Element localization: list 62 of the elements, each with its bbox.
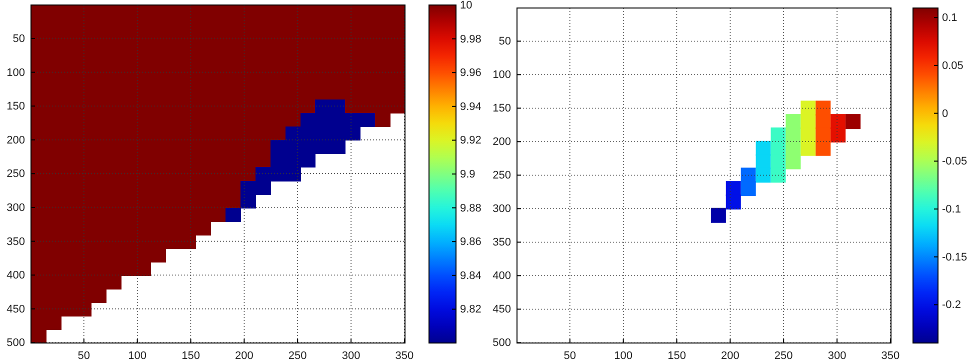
x-tick-label: 350 <box>395 350 414 362</box>
x-tick-label: 350 <box>881 350 900 362</box>
y-tick-label: 300 <box>6 202 25 214</box>
y-tick-label: 100 <box>492 69 511 82</box>
color-bar-label: 9.94 <box>460 100 482 113</box>
y-tick-label: 350 <box>492 236 511 249</box>
y-tick-label: 100 <box>6 66 25 79</box>
point <box>710 208 726 223</box>
point <box>770 168 786 183</box>
point <box>800 140 816 156</box>
color-bar-label: -0.2 <box>942 299 961 312</box>
y-tick-label: 250 <box>492 170 511 182</box>
y-tick-label: 400 <box>492 270 511 282</box>
color-bar-label: 9.88 <box>460 202 482 214</box>
point <box>726 194 741 210</box>
y-tick-label: 200 <box>6 134 25 146</box>
point <box>786 114 801 130</box>
x-tick-label: 50 <box>564 350 576 362</box>
y-tick-label: 50 <box>498 36 511 48</box>
x-tick-label: 300 <box>342 350 360 362</box>
y-tick-label: 500 <box>6 337 25 350</box>
color-bar-label: 9.9 <box>460 168 476 181</box>
color-bar-label: -0.05 <box>942 156 968 168</box>
x-tick-label: 150 <box>668 350 686 362</box>
point <box>756 168 771 183</box>
y-tick-label: 50 <box>12 32 25 45</box>
x-tick-label: 150 <box>182 350 200 362</box>
y-tick-label: 300 <box>492 203 511 216</box>
point <box>816 140 831 156</box>
color-bar-label: 9.82 <box>460 304 482 316</box>
y-tick-label: 250 <box>6 168 25 180</box>
color-bar-label: 0.05 <box>942 60 964 72</box>
color-bar-label: -0.15 <box>942 251 968 264</box>
y-tick-label: 150 <box>6 100 25 113</box>
x-tick-label: 100 <box>128 350 147 362</box>
point <box>740 181 756 196</box>
y-tick-label: 350 <box>6 236 25 248</box>
y-tick-label: 450 <box>492 304 511 316</box>
color-bar-label: 9.86 <box>460 236 482 248</box>
color-bar-label: 9.84 <box>460 270 482 282</box>
point <box>786 154 801 170</box>
color-bar-label: 9.92 <box>460 134 482 147</box>
y-tick-label: 500 <box>492 337 511 350</box>
x-tick-label: 250 <box>774 350 793 362</box>
y-tick-label: 450 <box>6 303 25 316</box>
color-bar-label: 9.96 <box>460 67 482 80</box>
y-tick-label: 150 <box>492 102 511 115</box>
color-bar-label: -0.1 <box>942 204 961 216</box>
color-bar-label: 10 <box>460 0 472 12</box>
color-bar-label: 0 <box>942 108 948 120</box>
x-tick-label: 300 <box>828 350 846 362</box>
x-tick-label: 200 <box>235 350 254 362</box>
color-bar-label: 0.1 <box>942 12 958 24</box>
y-tick-label: 400 <box>6 270 25 282</box>
point <box>830 127 846 142</box>
color-bar-label: 9.98 <box>460 33 482 46</box>
x-tick-label: 50 <box>78 350 90 362</box>
x-tick-label: 200 <box>721 350 740 362</box>
x-tick-label: 250 <box>288 350 307 362</box>
x-tick-label: 100 <box>614 350 633 362</box>
point <box>846 114 861 130</box>
y-tick-label: 200 <box>492 136 511 148</box>
